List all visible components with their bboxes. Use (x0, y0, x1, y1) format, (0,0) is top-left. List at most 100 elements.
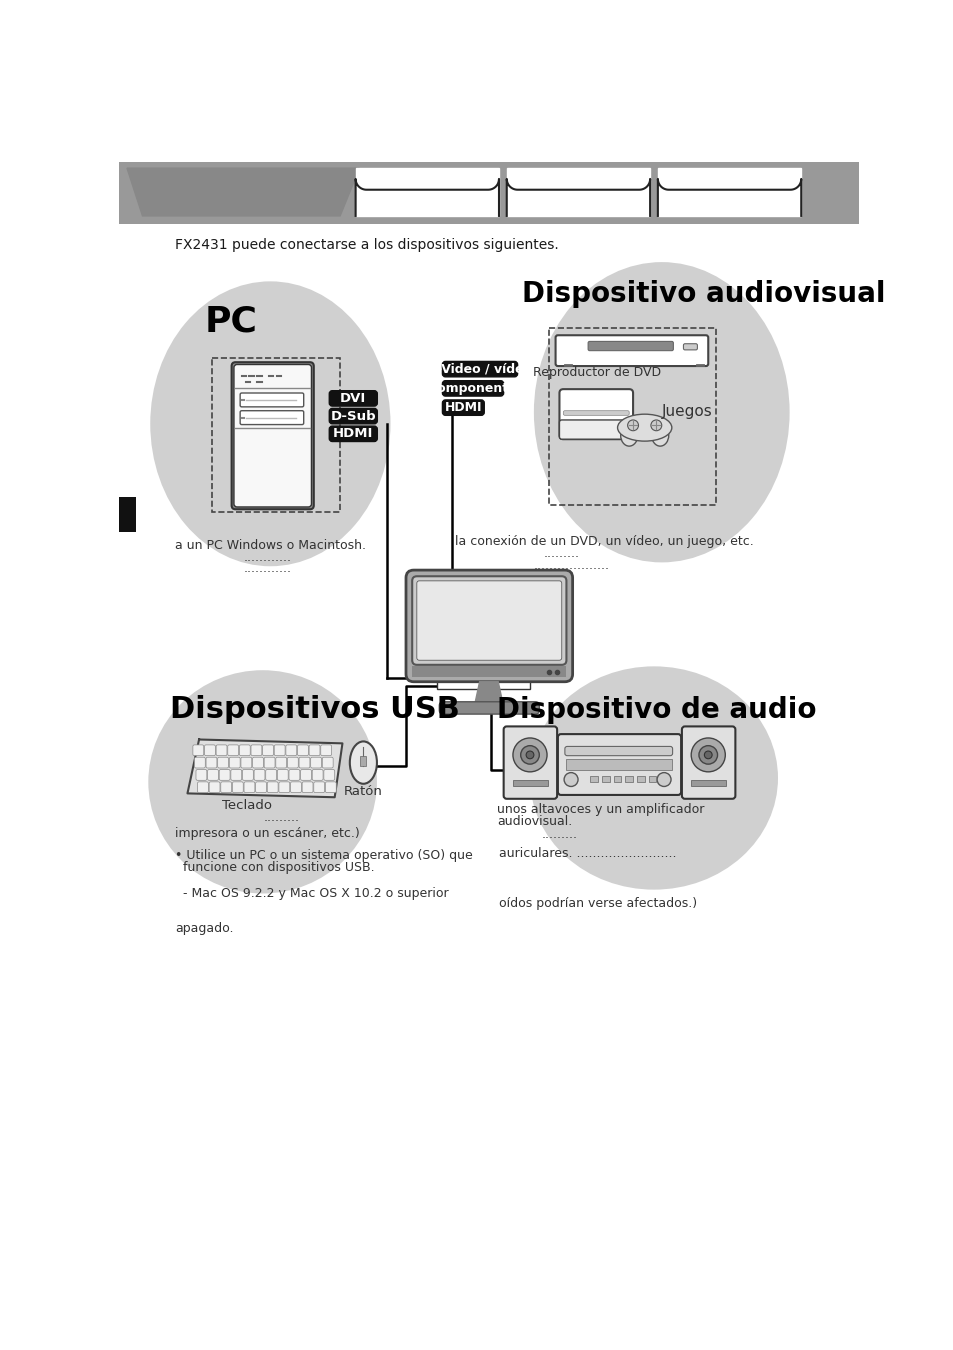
FancyBboxPatch shape (197, 782, 208, 792)
Text: .........: ......... (541, 828, 577, 841)
FancyBboxPatch shape (439, 702, 538, 714)
FancyBboxPatch shape (220, 782, 232, 792)
FancyBboxPatch shape (562, 410, 629, 416)
FancyBboxPatch shape (216, 745, 227, 756)
Bar (212, 358, 340, 513)
FancyBboxPatch shape (322, 757, 333, 768)
Polygon shape (658, 169, 801, 216)
FancyBboxPatch shape (287, 757, 298, 768)
Bar (549, 328, 716, 505)
Bar (601, 776, 609, 782)
Text: HDMI: HDMI (444, 401, 481, 414)
FancyBboxPatch shape (228, 745, 238, 756)
Ellipse shape (651, 424, 668, 446)
FancyBboxPatch shape (312, 769, 323, 780)
FancyBboxPatch shape (208, 769, 218, 780)
Text: Ratón: Ratón (344, 784, 382, 798)
FancyBboxPatch shape (503, 726, 557, 799)
FancyBboxPatch shape (406, 570, 572, 682)
FancyBboxPatch shape (217, 757, 229, 768)
FancyBboxPatch shape (209, 782, 220, 792)
FancyBboxPatch shape (558, 420, 633, 439)
Circle shape (657, 772, 670, 787)
FancyBboxPatch shape (442, 362, 517, 377)
Text: Juegos: Juegos (661, 404, 712, 418)
Text: HDMI: HDMI (333, 428, 373, 440)
Ellipse shape (148, 670, 376, 894)
Bar (360, 756, 366, 765)
Ellipse shape (150, 281, 390, 566)
Text: D-Sub: D-Sub (330, 409, 375, 423)
Circle shape (650, 420, 661, 431)
FancyBboxPatch shape (233, 364, 311, 508)
Bar (648, 776, 656, 782)
Bar (624, 776, 633, 782)
Text: S-Video / vídeo: S-Video / vídeo (428, 363, 532, 375)
Bar (119, 162, 858, 224)
Text: Dispositivos USB: Dispositivos USB (170, 695, 459, 724)
Text: a un PC Windows o Macintosh.: a un PC Windows o Macintosh. (174, 539, 366, 552)
FancyBboxPatch shape (587, 342, 673, 351)
Text: .........: ......... (543, 547, 579, 560)
FancyBboxPatch shape (300, 769, 311, 780)
FancyBboxPatch shape (253, 769, 265, 780)
FancyBboxPatch shape (206, 757, 216, 768)
Text: PC: PC (204, 304, 257, 339)
FancyBboxPatch shape (323, 769, 335, 780)
Text: apagado.: apagado. (174, 922, 233, 936)
FancyBboxPatch shape (241, 757, 252, 768)
Circle shape (520, 745, 538, 764)
Ellipse shape (530, 667, 778, 890)
Text: unos altavoces y un amplificador: unos altavoces y un amplificador (497, 803, 704, 815)
Circle shape (703, 751, 711, 759)
Text: la conexión de un DVD, un vídeo, un juego, etc.: la conexión de un DVD, un vídeo, un jueg… (455, 536, 753, 548)
FancyBboxPatch shape (239, 745, 250, 756)
FancyBboxPatch shape (264, 757, 274, 768)
FancyBboxPatch shape (262, 745, 274, 756)
Bar (691, 780, 725, 787)
FancyBboxPatch shape (320, 745, 332, 756)
Text: Componente: Componente (428, 382, 517, 396)
FancyBboxPatch shape (251, 745, 261, 756)
FancyBboxPatch shape (275, 757, 286, 768)
Text: audiovisual.: audiovisual. (497, 815, 572, 828)
Bar (637, 776, 644, 782)
FancyBboxPatch shape (194, 757, 205, 768)
Text: DVI: DVI (340, 392, 366, 405)
FancyBboxPatch shape (682, 344, 697, 350)
Text: Reproductor de DVD: Reproductor de DVD (533, 366, 660, 379)
FancyBboxPatch shape (289, 769, 299, 780)
Polygon shape (355, 169, 498, 216)
FancyBboxPatch shape (291, 782, 301, 792)
FancyBboxPatch shape (233, 782, 243, 792)
FancyBboxPatch shape (274, 745, 285, 756)
FancyBboxPatch shape (442, 400, 484, 416)
Bar (513, 780, 547, 787)
Text: ............: ............ (243, 551, 291, 564)
FancyBboxPatch shape (329, 427, 377, 441)
Circle shape (513, 738, 546, 772)
Text: funcione con dispositivos USB.: funcione con dispositivos USB. (174, 861, 375, 875)
FancyBboxPatch shape (195, 769, 207, 780)
Text: Teclado: Teclado (222, 799, 272, 811)
Circle shape (627, 420, 638, 431)
Text: • Utilice un PC o un sistema operativo (SO) que: • Utilice un PC o un sistema operativo (… (174, 849, 473, 861)
Text: ...................: ................... (534, 559, 609, 571)
Ellipse shape (620, 424, 637, 446)
FancyBboxPatch shape (298, 757, 310, 768)
FancyBboxPatch shape (240, 410, 303, 424)
FancyBboxPatch shape (297, 745, 308, 756)
FancyBboxPatch shape (325, 782, 335, 792)
FancyBboxPatch shape (416, 580, 561, 660)
FancyBboxPatch shape (558, 734, 680, 795)
FancyBboxPatch shape (681, 726, 735, 799)
FancyBboxPatch shape (278, 782, 290, 792)
Bar (613, 776, 620, 782)
Bar (590, 776, 598, 782)
FancyBboxPatch shape (311, 757, 321, 768)
FancyBboxPatch shape (564, 747, 672, 756)
FancyBboxPatch shape (558, 389, 633, 439)
FancyBboxPatch shape (219, 769, 230, 780)
Text: FX2431 puede conectarse a los dispositivos siguientes.: FX2431 puede conectarse a los dispositiv… (174, 238, 558, 252)
Text: auriculares. .........................: auriculares. ......................... (498, 846, 676, 860)
